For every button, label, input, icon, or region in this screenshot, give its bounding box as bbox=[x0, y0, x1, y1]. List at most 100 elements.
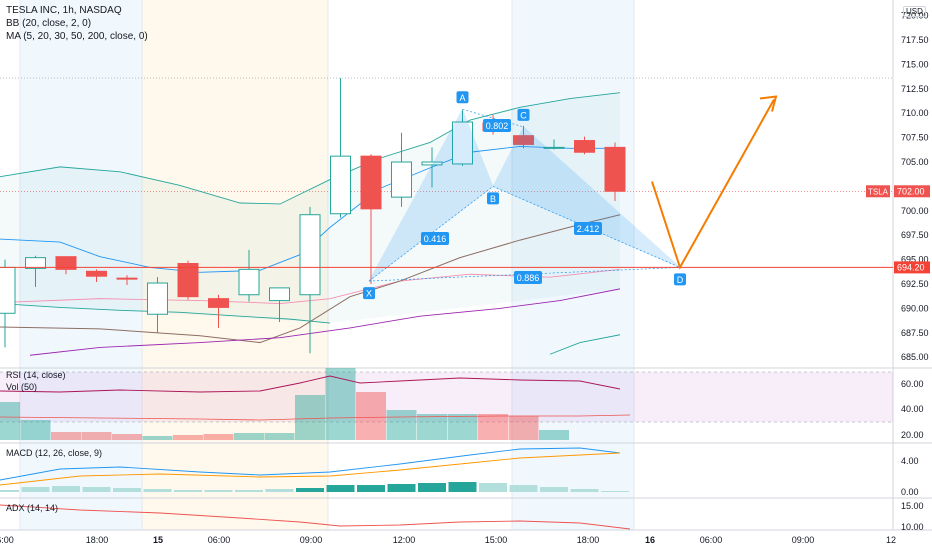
volume-bar bbox=[234, 433, 264, 440]
macd-axis-label: 4.00 bbox=[901, 456, 919, 466]
level-tag: 694.20 bbox=[897, 262, 925, 272]
macd-histogram-bar bbox=[82, 487, 111, 492]
candle-body bbox=[116, 277, 138, 280]
candle bbox=[208, 294, 229, 328]
candle bbox=[452, 110, 473, 166]
candle bbox=[543, 139, 565, 150]
time-axis-label: 12:00 bbox=[393, 535, 416, 545]
rsi-axis-label: 40.00 bbox=[901, 404, 924, 414]
price-axis-label: 720.00 bbox=[901, 11, 929, 21]
candle bbox=[25, 255, 46, 287]
ratio-label-box bbox=[574, 222, 602, 235]
session-shade bbox=[142, 0, 328, 530]
macd-histogram-bar bbox=[235, 490, 263, 492]
macd-histogram-bar bbox=[265, 489, 294, 492]
macd-histogram-bar bbox=[326, 485, 355, 492]
pattern-point-box bbox=[487, 192, 499, 205]
price-axis-label: 687.50 bbox=[901, 328, 929, 338]
time-axis-label: 6:00 bbox=[0, 535, 14, 545]
price-axis-label: 700.00 bbox=[901, 206, 929, 216]
bollinger-lower-band bbox=[0, 303, 331, 324]
symbol-tag-box bbox=[866, 185, 890, 198]
volume-bar bbox=[203, 434, 234, 440]
time-axis-label: 12 bbox=[886, 535, 896, 545]
price-tag: 702.00 bbox=[897, 186, 925, 196]
adx-axis-label: 10.00 bbox=[901, 522, 924, 532]
volume-bar bbox=[295, 395, 325, 440]
symbol-tag: TSLA bbox=[868, 187, 889, 196]
projection-arrowhead bbox=[759, 95, 778, 112]
candle-body bbox=[513, 135, 534, 145]
ratio-label: 0.416 bbox=[424, 234, 447, 244]
pattern-point-box bbox=[456, 91, 469, 104]
time-axis-label: 18:00 bbox=[86, 535, 109, 545]
time-axis-label: 06:00 bbox=[700, 535, 723, 545]
rsi-line bbox=[0, 375, 621, 393]
projection-path bbox=[651, 99, 775, 270]
time-axis-label: 15:00 bbox=[485, 535, 508, 545]
price-axis-label: 715.00 bbox=[901, 59, 929, 69]
candle-body bbox=[238, 268, 260, 296]
candle bbox=[330, 78, 351, 218]
ratio-label: 2.412 bbox=[577, 224, 600, 234]
candle bbox=[391, 132, 412, 207]
candle bbox=[513, 125, 534, 149]
price-axis-label: 707.50 bbox=[901, 133, 929, 143]
macd-indicator-label[interactable]: MACD (12, 26, close, 9) bbox=[6, 448, 103, 458]
candle-body bbox=[452, 121, 473, 165]
adx-axis-label: 15.00 bbox=[901, 501, 924, 511]
macd-histogram-bar bbox=[174, 490, 202, 492]
currency-label: USD bbox=[903, 6, 926, 17]
rsi-indicator-label[interactable]: RSI (14, close) bbox=[6, 370, 66, 380]
bb-indicator-label[interactable]: BB (20, close, 2, 0) bbox=[6, 18, 92, 29]
candle-body bbox=[147, 282, 168, 315]
macd-histogram-bar bbox=[601, 491, 629, 492]
candle bbox=[421, 147, 443, 188]
price-axis-label: 695.00 bbox=[901, 255, 929, 265]
candle-body bbox=[421, 161, 443, 166]
ma-line bbox=[0, 214, 621, 344]
volume-bar bbox=[325, 368, 356, 440]
macd-histogram-bar bbox=[418, 483, 446, 492]
price-axis-label: 692.50 bbox=[901, 279, 929, 289]
macd-histogram-bar bbox=[143, 489, 172, 492]
price-tag-box bbox=[894, 185, 930, 198]
macd-signal-line bbox=[0, 452, 621, 486]
candle bbox=[299, 206, 321, 354]
time-axis-label: 18:00 bbox=[577, 535, 600, 545]
volume-bar bbox=[81, 432, 112, 440]
pattern-point-label: A bbox=[459, 93, 465, 103]
harmonic-ratio-line bbox=[462, 108, 524, 128]
ratio-label-box bbox=[421, 232, 449, 245]
ratio-label: 0.886 bbox=[517, 273, 540, 283]
macd-histogram-bar bbox=[296, 488, 324, 492]
candle bbox=[360, 154, 382, 284]
volume-indicator-label[interactable]: Vol (50) bbox=[6, 382, 38, 392]
time-axis-label: 09:00 bbox=[792, 535, 815, 545]
price-axis-label: 690.00 bbox=[901, 303, 929, 313]
rsi-axis-label: 20.00 bbox=[901, 430, 924, 440]
time-axis-label: 06:00 bbox=[208, 535, 231, 545]
macd-histogram-bar bbox=[113, 488, 141, 492]
ratio-label: 0.802 bbox=[486, 121, 509, 131]
candle-body bbox=[25, 257, 46, 269]
candle-body bbox=[543, 146, 565, 149]
adx-line bbox=[0, 504, 631, 530]
volume-bar bbox=[386, 410, 417, 440]
ma-line bbox=[29, 288, 621, 356]
candle-body bbox=[574, 140, 595, 153]
volume-bar bbox=[447, 414, 478, 440]
candle-body bbox=[86, 270, 107, 277]
candle bbox=[116, 275, 138, 285]
ma-indicator-label[interactable]: MA (5, 20, 30, 50, 200, close, 0) bbox=[6, 31, 148, 42]
price-axis-label: 712.50 bbox=[901, 84, 929, 94]
macd-histogram-bar bbox=[0, 490, 19, 492]
pattern-point-label: X bbox=[366, 289, 372, 299]
candle-body bbox=[360, 155, 382, 210]
candle bbox=[574, 136, 595, 155]
volume-bar bbox=[478, 414, 508, 440]
pattern-point-box bbox=[363, 287, 375, 300]
adx-indicator-label[interactable]: ADX (14, 14) bbox=[6, 503, 59, 513]
volume-bar bbox=[142, 436, 173, 440]
